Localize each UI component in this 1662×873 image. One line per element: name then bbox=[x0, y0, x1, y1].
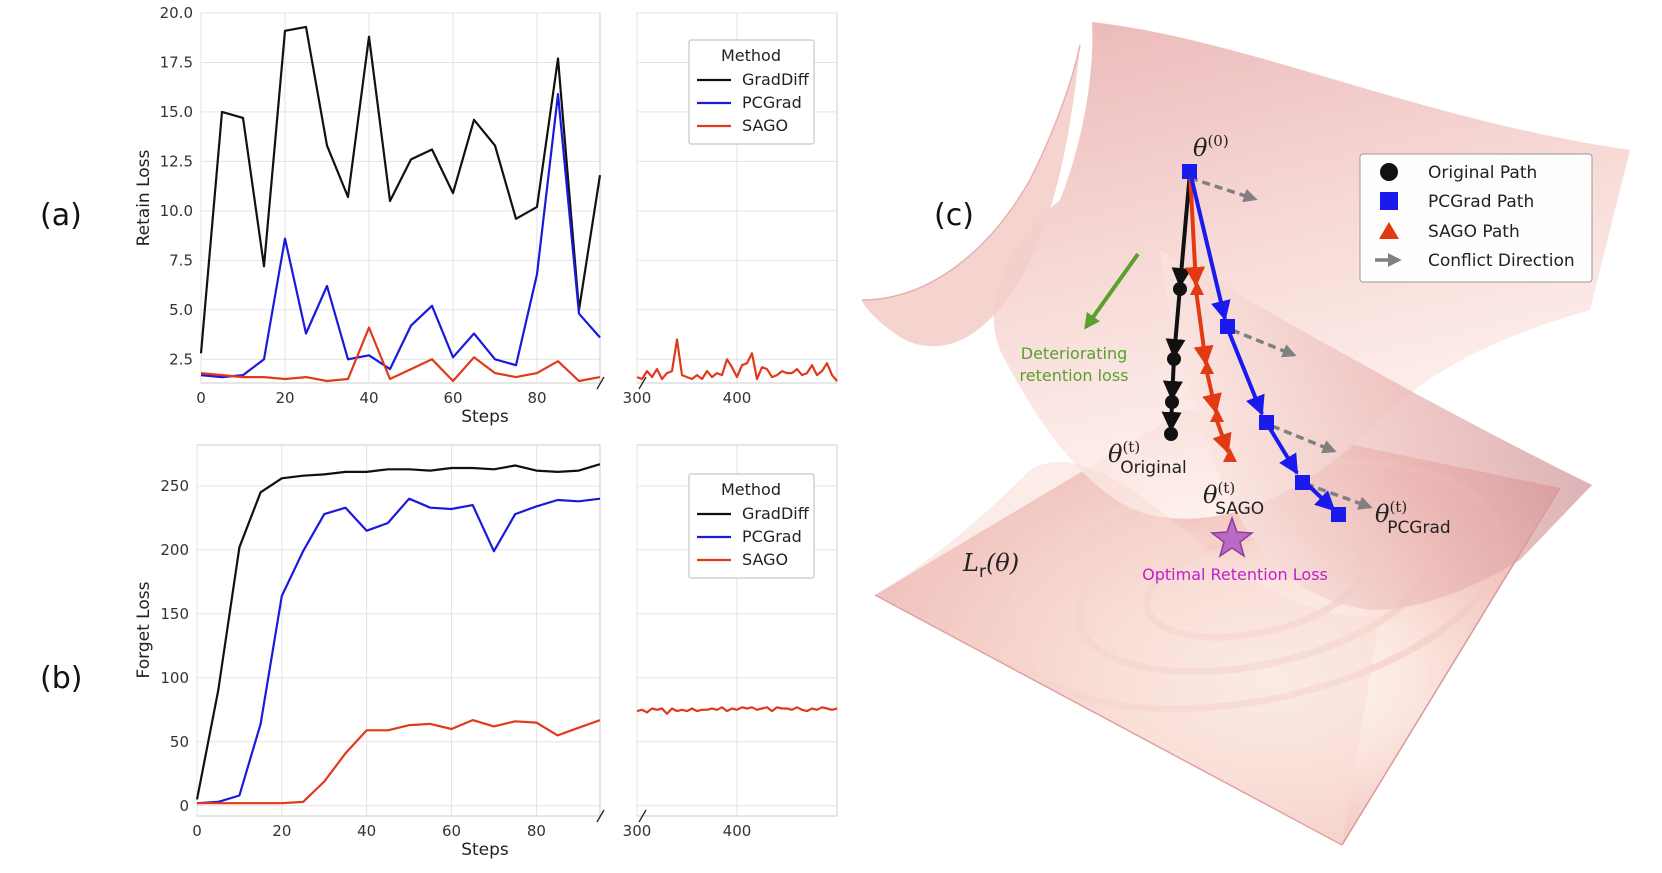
retain-loss-chart: 2.5 5.0 7.5 10.0 12.5 15.0 17.5 20.0 0 20 40 60 80 30… bbox=[134, 4, 838, 427]
sago-path-markers bbox=[1190, 281, 1237, 462]
diagram-legend: Original Path PCGrad Path SAGO Path Conf… bbox=[1359, 153, 1593, 283]
legend-pcgrad-marker bbox=[1380, 192, 1398, 210]
y-tick-label: 5.0 bbox=[169, 301, 193, 319]
legend-conflict: Conflict Direction bbox=[1428, 251, 1575, 271]
pcgrad-path bbox=[1188, 171, 1336, 512]
series-line-graddiff bbox=[195, 463, 601, 800]
x-tick-label: 300 bbox=[623, 822, 652, 840]
legend-pcgrad: PCGrad Path bbox=[1428, 192, 1534, 212]
x-axis-label: Steps bbox=[461, 407, 509, 427]
forget-loss-chart: 0 50 100 150 200 250 0 20 40 60 80 300 400 Steps For… bbox=[134, 444, 838, 860]
conflict-arrow-2 bbox=[1231, 328, 1297, 358]
legend-item-sago: SAGO bbox=[742, 116, 788, 135]
y-tick-label: 50 bbox=[170, 733, 189, 751]
y-tick-label: 0 bbox=[179, 797, 189, 815]
x-tick-label: 400 bbox=[723, 389, 752, 407]
x-tick-label: 40 bbox=[357, 822, 376, 840]
theta-sago-label: θ(t) SAGO bbox=[1203, 479, 1264, 519]
legend-title: Method bbox=[721, 46, 781, 65]
theta-pcgrad-label: θ(t) PCGrad bbox=[1375, 498, 1451, 538]
series-line-graddiff bbox=[199, 25, 602, 354]
y-tick-label: 7.5 bbox=[169, 251, 193, 269]
x-tick-label: 60 bbox=[442, 822, 461, 840]
legend-item-pcgrad: PCGrad bbox=[742, 527, 802, 546]
surface-label: Lr(θ) bbox=[962, 549, 1019, 582]
deteriorating-arrow bbox=[1084, 252, 1140, 330]
legend-sago: SAGO Path bbox=[1428, 222, 1520, 242]
series-line-sago bbox=[197, 718, 601, 805]
x-tick-label: 300 bbox=[623, 389, 652, 407]
x-tick-label: 60 bbox=[443, 389, 462, 407]
conflict-arrow-4 bbox=[1305, 482, 1373, 510]
y-axis-label: Retain Loss bbox=[134, 149, 154, 246]
series-line-pcgrad bbox=[196, 497, 601, 805]
loss-surface-lower-sheet bbox=[875, 462, 1380, 845]
legend-item-graddiff: GradDiff bbox=[742, 504, 810, 523]
x-tick-label: 80 bbox=[527, 822, 546, 840]
legend: Method GradDiff PCGrad SAGO bbox=[688, 39, 815, 145]
series-line-sago-right bbox=[636, 706, 838, 715]
optimal-star-icon bbox=[1209, 515, 1255, 558]
deteriorating-label-line2: retention loss bbox=[1020, 366, 1129, 385]
loss-surface-left-wing bbox=[862, 45, 1080, 347]
legend-title: Method bbox=[721, 480, 781, 499]
x-tick-label: 40 bbox=[359, 389, 378, 407]
y-tick-label: 20.0 bbox=[160, 4, 193, 22]
x-tick-label: 0 bbox=[196, 389, 206, 407]
y-tick-label: 250 bbox=[160, 477, 189, 495]
y-tick-label: 2.5 bbox=[169, 350, 193, 368]
y-tick-label: 17.5 bbox=[160, 53, 193, 71]
optimal-label: Optimal Retention Loss bbox=[1142, 565, 1328, 584]
conflict-arrows bbox=[1189, 176, 1373, 510]
axis-break-marks bbox=[596, 376, 647, 390]
series-line-pcgrad bbox=[200, 92, 601, 379]
x-tick-label: 80 bbox=[527, 389, 546, 407]
conflict-arrow-3 bbox=[1271, 424, 1337, 454]
legend-item-pcgrad: PCGrad bbox=[742, 93, 802, 112]
legend: Method GradDiff PCGrad SAGO bbox=[688, 473, 815, 579]
x-tick-label: 400 bbox=[723, 822, 752, 840]
legend-item-sago: SAGO bbox=[742, 550, 788, 569]
conflict-arrow-1 bbox=[1189, 176, 1258, 203]
legend-original: Original Path bbox=[1428, 163, 1537, 183]
plot-area-left bbox=[200, 12, 601, 384]
x-axis-label: Steps bbox=[461, 840, 509, 860]
y-tick-label: 12.5 bbox=[160, 152, 193, 170]
pcgrad-path-markers bbox=[1182, 164, 1346, 522]
original-path-markers bbox=[1164, 282, 1187, 441]
loss-surface-back-wall bbox=[993, 22, 1630, 519]
x-tick-label: 20 bbox=[275, 389, 294, 407]
loss-landscape-diagram: Lr(θ) Deteriorating retention loss bbox=[861, 22, 1630, 846]
panel-label-a: (a) bbox=[40, 198, 82, 233]
y-tick-label: 10.0 bbox=[160, 202, 193, 220]
legend-item-graddiff: GradDiff bbox=[742, 70, 810, 89]
deteriorating-label-line1: Deteriorating bbox=[1021, 344, 1128, 363]
theta-original-label: θ(t) Original bbox=[1108, 438, 1187, 478]
y-axis-label: Forget Loss bbox=[134, 581, 154, 678]
series-line-sago bbox=[200, 326, 601, 383]
series-line-sago-right bbox=[636, 338, 838, 382]
x-tick-label: 20 bbox=[272, 822, 291, 840]
original-path bbox=[1161, 171, 1192, 432]
sago-path bbox=[1185, 171, 1232, 454]
y-tick-label: 15.0 bbox=[160, 103, 193, 121]
legend-original-marker bbox=[1380, 163, 1398, 181]
panel-label-b: (b) bbox=[40, 661, 82, 696]
theta-0-label: θ(0) bbox=[1193, 132, 1229, 162]
panel-label-c: (c) bbox=[934, 198, 974, 233]
loss-surface-right-wall bbox=[1160, 250, 1592, 610]
y-tick-label: 100 bbox=[160, 669, 189, 687]
y-tick-label: 150 bbox=[160, 605, 189, 623]
legend-sago-marker bbox=[1379, 222, 1399, 239]
x-tick-label: 0 bbox=[192, 822, 202, 840]
axis-break-marks bbox=[596, 809, 647, 823]
y-tick-label: 200 bbox=[160, 541, 189, 559]
